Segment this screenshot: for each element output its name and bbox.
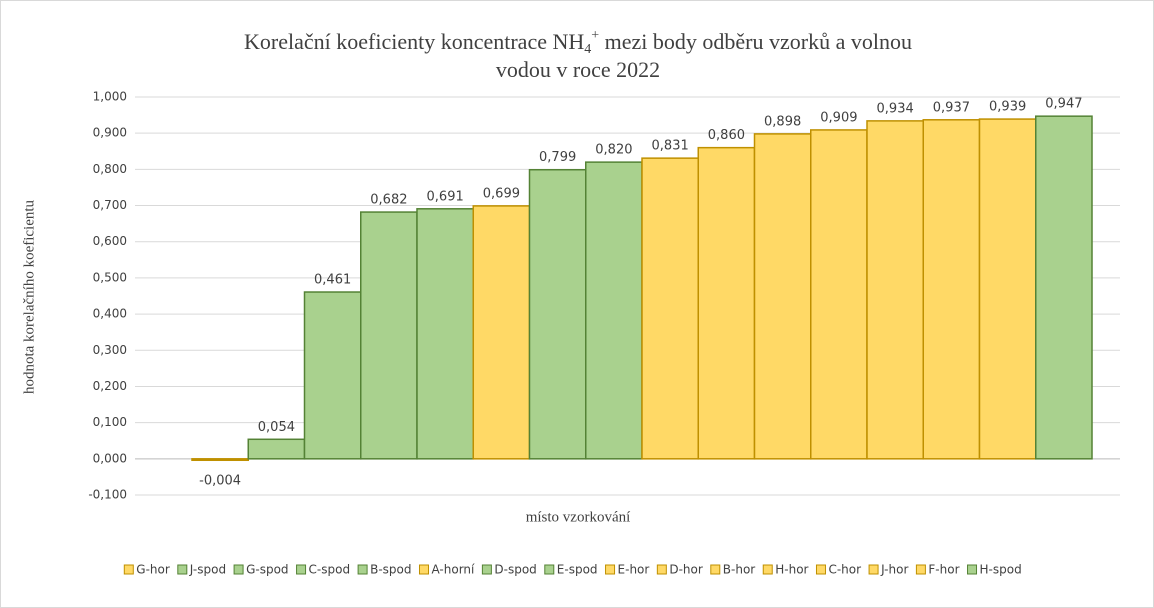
bar — [641, 157, 699, 460]
bar — [585, 161, 643, 460]
data-label: -0,004 — [199, 473, 241, 488]
legend-label: F-hor — [928, 563, 959, 577]
bar — [528, 168, 587, 460]
legend-swatch — [123, 564, 134, 575]
legend-swatch — [481, 564, 492, 575]
y-tick-label: 0,700 — [93, 198, 127, 212]
legend-swatch — [418, 564, 429, 575]
bar — [360, 211, 418, 460]
legend-swatch — [967, 564, 978, 575]
legend-swatch — [868, 564, 879, 575]
y-tick-label: 0,400 — [93, 307, 127, 321]
data-label: 0,461 — [314, 273, 351, 288]
legend-label: D-spod — [494, 563, 536, 577]
data-label: 0,937 — [933, 100, 970, 115]
y-tick-label: 0,100 — [93, 415, 127, 429]
y-tick-label: 0,000 — [93, 451, 127, 465]
y-axis-title: hodnota korelačního koeficientu — [21, 199, 37, 394]
legend-swatch — [710, 564, 721, 575]
legend-swatch — [177, 564, 188, 575]
legend-label: E-spod — [557, 563, 598, 577]
bar — [866, 120, 924, 460]
bar — [416, 208, 474, 460]
bar — [978, 118, 1037, 460]
bar — [303, 291, 362, 460]
data-label: 0,831 — [652, 139, 689, 154]
title-part: Korelační koeficienty koncentrace NH — [244, 29, 584, 54]
y-tick-label: 0,800 — [93, 162, 127, 176]
legend-label: D-hor — [669, 563, 703, 577]
legend-label: J-hor — [880, 563, 908, 577]
y-tick-label: 0,200 — [93, 379, 127, 393]
legend-label: G-hor — [136, 563, 170, 577]
legend-swatch — [296, 564, 307, 575]
data-label: 0,939 — [989, 100, 1026, 115]
legend-swatch — [915, 564, 926, 575]
bar — [753, 133, 812, 460]
legend-label: H-spod — [980, 563, 1022, 577]
data-label: 0,934 — [877, 101, 914, 116]
x-axis-title: místo vzorkování — [526, 509, 631, 525]
bar — [1035, 115, 1093, 460]
bar — [247, 438, 306, 460]
data-label: 0,947 — [1045, 97, 1082, 112]
legend-swatch — [605, 564, 616, 575]
chart-title: Korelační koeficienty koncentrace NH4+ m… — [244, 28, 912, 57]
data-label: 0,691 — [427, 189, 464, 204]
legend-label: A-horní — [431, 563, 475, 577]
legend-swatch — [656, 564, 667, 575]
legend-label: B-spod — [370, 563, 411, 577]
data-label: 0,682 — [370, 193, 407, 208]
bar — [191, 458, 249, 462]
y-tick-label: 0,500 — [93, 270, 127, 284]
legend-swatch — [544, 564, 555, 575]
legend-label: B-hor — [723, 563, 756, 577]
data-label: 0,898 — [764, 114, 801, 129]
bar — [697, 146, 756, 460]
bar — [810, 129, 868, 460]
legend-swatch — [233, 564, 244, 575]
chart-title: vodou v roce 2022 — [496, 57, 660, 82]
y-tick-label: 0,900 — [93, 126, 127, 140]
bar — [922, 119, 981, 460]
title-sup: + — [591, 28, 599, 43]
data-label: 0,699 — [483, 186, 520, 201]
legend-label: H-hor — [775, 563, 808, 577]
data-label: 0,054 — [258, 420, 295, 435]
y-tick-label: 0,600 — [93, 234, 127, 248]
legend-label: G-spod — [246, 563, 288, 577]
legend-swatch — [815, 564, 826, 575]
title-part: mezi body odběru vzorků a volnou — [599, 29, 912, 54]
y-tick-label: -0,100 — [88, 488, 127, 502]
legend-swatch — [357, 564, 368, 575]
data-label: 0,909 — [820, 110, 857, 125]
y-tick-label: 0,300 — [93, 343, 127, 357]
bar — [472, 205, 531, 460]
data-label: 0,860 — [708, 128, 745, 143]
legend-label: E-hor — [618, 563, 650, 577]
legend-label: J-spod — [189, 563, 226, 577]
legend-swatch — [762, 564, 773, 575]
y-tick-label: 1,000 — [93, 90, 127, 104]
legend-label: C-spod — [309, 563, 351, 577]
legend-label: C-hor — [828, 563, 861, 577]
title-sub: 4 — [584, 42, 591, 57]
data-label: 0,799 — [539, 150, 576, 165]
data-label: 0,820 — [595, 143, 632, 158]
